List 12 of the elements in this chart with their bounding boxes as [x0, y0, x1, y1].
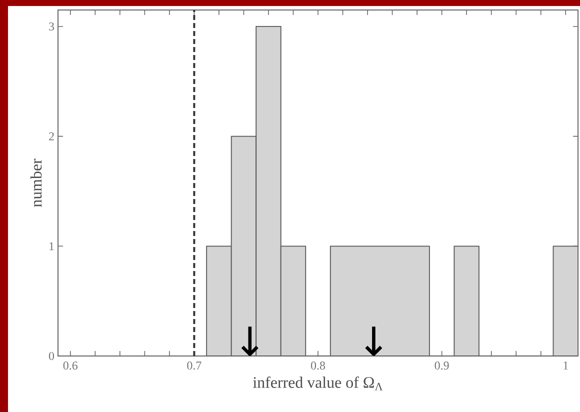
- x-tick-label: 0.6: [63, 362, 78, 370]
- annotation: ↓: [365, 326, 382, 356]
- y-tick-label: 2: [49, 132, 54, 140]
- x-tick-label: 0.7: [187, 362, 202, 370]
- y-axis-title: number: [30, 158, 42, 207]
- x-axis-title: inferred value of Ω$_{Λ}$: [253, 376, 383, 390]
- y-tick-label: 0: [48, 352, 54, 360]
- x-tick-label: 0.8: [310, 362, 326, 370]
- x-tick-label: 1: [564, 362, 568, 370]
- x-tick-label: 0.9: [434, 362, 449, 370]
- y-tick-label: 1: [50, 242, 54, 250]
- y-tick-label: 3: [49, 22, 54, 30]
